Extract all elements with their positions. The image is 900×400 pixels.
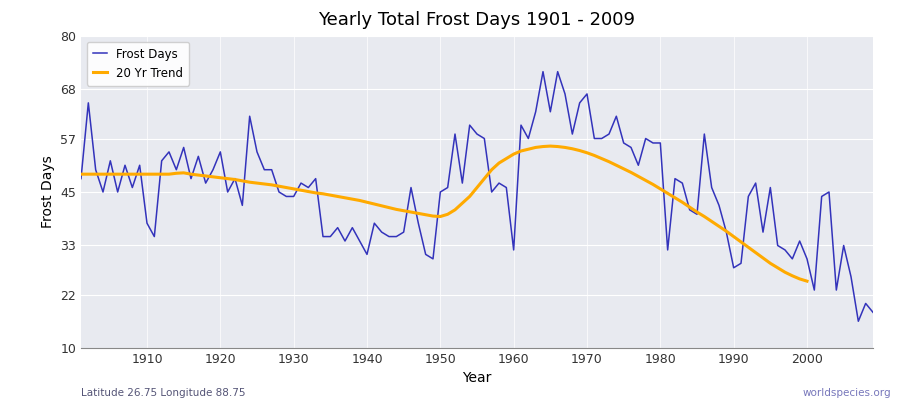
Frost Days <box>295 181 306 186</box>
Frost Days <box>339 239 350 244</box>
Legend: Frost Days, 20 Yr Trend: Frost Days, 20 Yr Trend <box>87 42 189 86</box>
Line: 20 Yr Trend: 20 Yr Trend <box>81 146 807 281</box>
20 Yr Trend <box>508 152 519 156</box>
Line: Frost Days: Frost Days <box>81 72 873 321</box>
20 Yr Trend <box>244 180 255 184</box>
Frost Days <box>604 132 615 136</box>
20 Yr Trend <box>751 250 761 255</box>
Y-axis label: Frost Days: Frost Days <box>40 156 55 228</box>
Frost Days <box>501 185 512 190</box>
Frost Days <box>76 176 86 181</box>
Title: Yearly Total Frost Days 1901 - 2009: Yearly Total Frost Days 1901 - 2009 <box>319 11 635 29</box>
Frost Days <box>853 319 864 324</box>
20 Yr Trend <box>76 172 86 176</box>
20 Yr Trend <box>450 208 461 212</box>
Frost Days <box>508 248 519 252</box>
20 Yr Trend <box>544 144 555 148</box>
Frost Days <box>134 163 145 168</box>
Text: Latitude 26.75 Longitude 88.75: Latitude 26.75 Longitude 88.75 <box>81 388 246 398</box>
20 Yr Trend <box>215 175 226 180</box>
Frost Days <box>537 69 548 74</box>
20 Yr Trend <box>802 279 813 284</box>
20 Yr Trend <box>772 265 783 270</box>
Frost Days <box>868 310 878 315</box>
X-axis label: Year: Year <box>463 372 491 386</box>
Text: worldspecies.org: worldspecies.org <box>803 388 891 398</box>
